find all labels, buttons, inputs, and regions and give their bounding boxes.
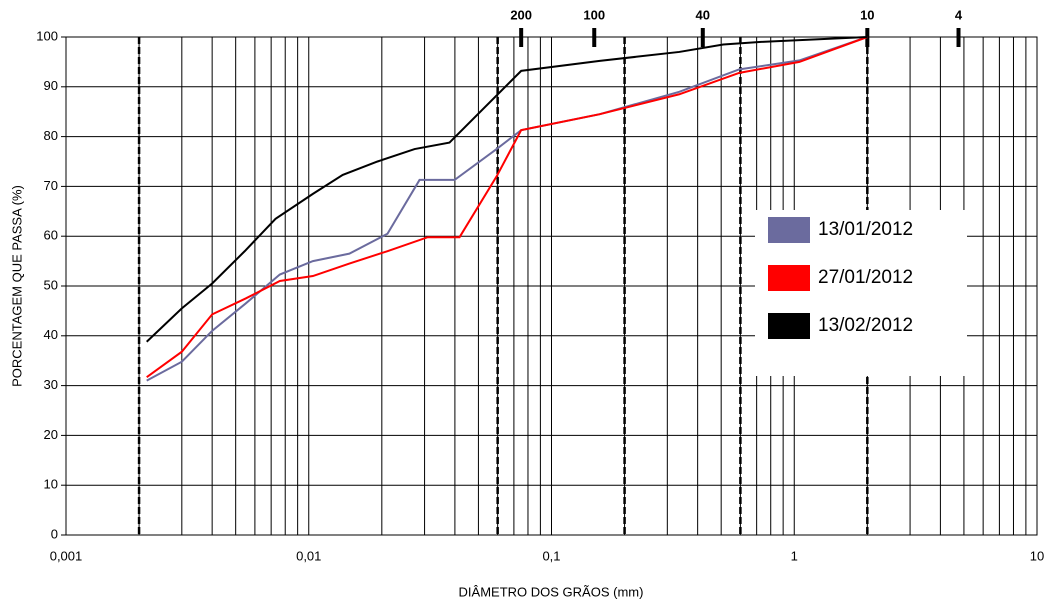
y-tick-label: 70: [44, 178, 58, 193]
legend-swatch: [768, 217, 810, 243]
legend-label: 27/01/2012: [818, 267, 913, 288]
y-tick-label: 0: [51, 526, 58, 541]
y-tick-label: 80: [44, 128, 58, 143]
y-axis-label: PORCENTAGEM QUE PASSA (%): [9, 185, 24, 387]
data-line: [146, 36, 868, 378]
y-tick-label: 60: [44, 228, 58, 243]
x-axis-label: DIÂMETRO DOS GRÃOS (mm): [459, 584, 644, 599]
legend-swatch: [768, 265, 810, 291]
y-tick-label: 100: [36, 28, 58, 43]
sieve-label: 200: [510, 7, 532, 22]
x-tick-label: 0,001: [50, 548, 83, 563]
y-tick-label: 30: [44, 377, 58, 392]
y-tick-label: 90: [44, 78, 58, 93]
legend-label: 13/02/2012: [818, 315, 913, 336]
y-tick-label: 20: [44, 427, 58, 442]
x-tick-label: 10: [1030, 548, 1044, 563]
x-tick-label: 1: [791, 548, 798, 563]
y-tick-label: 50: [44, 277, 58, 292]
sieve-label: 4: [955, 7, 963, 22]
y-tick-label: 10: [44, 477, 58, 492]
legend-swatch: [768, 313, 810, 339]
sieve-label: 10: [860, 7, 874, 22]
sieve-label: 100: [583, 7, 605, 22]
data-line: [146, 36, 868, 382]
y-tick-label: 40: [44, 327, 58, 342]
plot-border: [65, 36, 1038, 536]
sieve-label: 40: [696, 7, 710, 22]
x-tick-label: 0,1: [542, 548, 560, 563]
data-line: [146, 36, 868, 343]
legend-label: 13/01/2012: [818, 219, 913, 240]
x-tick-label: 0,01: [296, 548, 321, 563]
